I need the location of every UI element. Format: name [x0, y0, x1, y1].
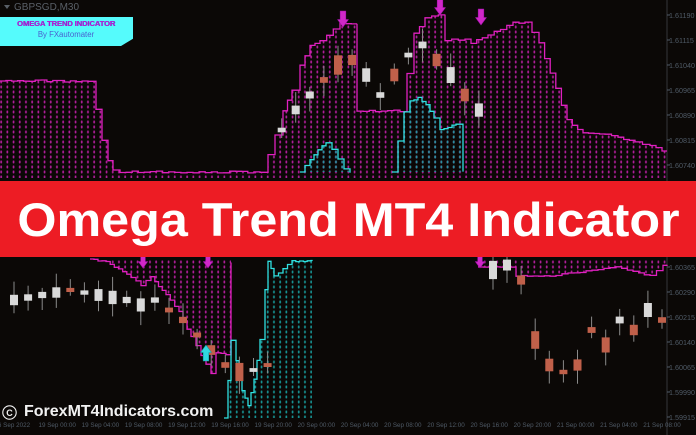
svg-text:1.60290: 1.60290	[669, 288, 695, 297]
svg-text:C: C	[6, 408, 13, 418]
svg-text:1.60740: 1.60740	[669, 161, 695, 170]
svg-text:20 Sep 00:00: 20 Sep 00:00	[298, 422, 336, 429]
svg-text:20 Sep 16:00: 20 Sep 16:00	[470, 422, 508, 429]
svg-text:1.61190: 1.61190	[669, 11, 694, 20]
svg-text:1.60890: 1.60890	[669, 111, 695, 120]
svg-text:1.60365: 1.60365	[669, 263, 695, 272]
svg-text:1.60215: 1.60215	[669, 313, 695, 322]
svg-text:19 Sep 00:00: 19 Sep 00:00	[38, 422, 76, 429]
svg-text:1.59990: 1.59990	[669, 388, 695, 397]
svg-text:1.61115: 1.61115	[669, 36, 694, 45]
svg-text:1.59915: 1.59915	[669, 413, 695, 422]
svg-text:1.60965: 1.60965	[669, 86, 695, 95]
svg-text:1.60065: 1.60065	[669, 363, 695, 372]
svg-text:1.60815: 1.60815	[669, 136, 695, 145]
svg-text:6 Sep 2022: 6 Sep 2022	[0, 422, 31, 429]
svg-text:19 Sep 08:00: 19 Sep 08:00	[125, 422, 163, 429]
svg-text:1.61040: 1.61040	[669, 61, 695, 70]
svg-text:20 Sep 08:00: 20 Sep 08:00	[384, 422, 422, 429]
svg-text:1.60140: 1.60140	[669, 338, 695, 347]
svg-text:19 Sep 12:00: 19 Sep 12:00	[168, 422, 206, 429]
svg-text:20 Sep 12:00: 20 Sep 12:00	[427, 422, 465, 429]
svg-text:21 Sep 00:00: 21 Sep 00:00	[557, 422, 595, 429]
svg-text:GBPSGD,M30: GBPSGD,M30	[14, 2, 79, 13]
svg-text:21 Sep 08:00: 21 Sep 08:00	[643, 422, 681, 429]
svg-text:20 Sep 04:00: 20 Sep 04:00	[341, 422, 379, 429]
svg-text:21 Sep 04:00: 21 Sep 04:00	[600, 422, 638, 429]
svg-text:19 Sep 04:00: 19 Sep 04:00	[82, 422, 120, 429]
svg-text:20 Sep 20:00: 20 Sep 20:00	[514, 422, 552, 429]
svg-text:19 Sep 20:00: 19 Sep 20:00	[254, 422, 292, 429]
svg-text:19 Sep 16:00: 19 Sep 16:00	[211, 422, 249, 429]
